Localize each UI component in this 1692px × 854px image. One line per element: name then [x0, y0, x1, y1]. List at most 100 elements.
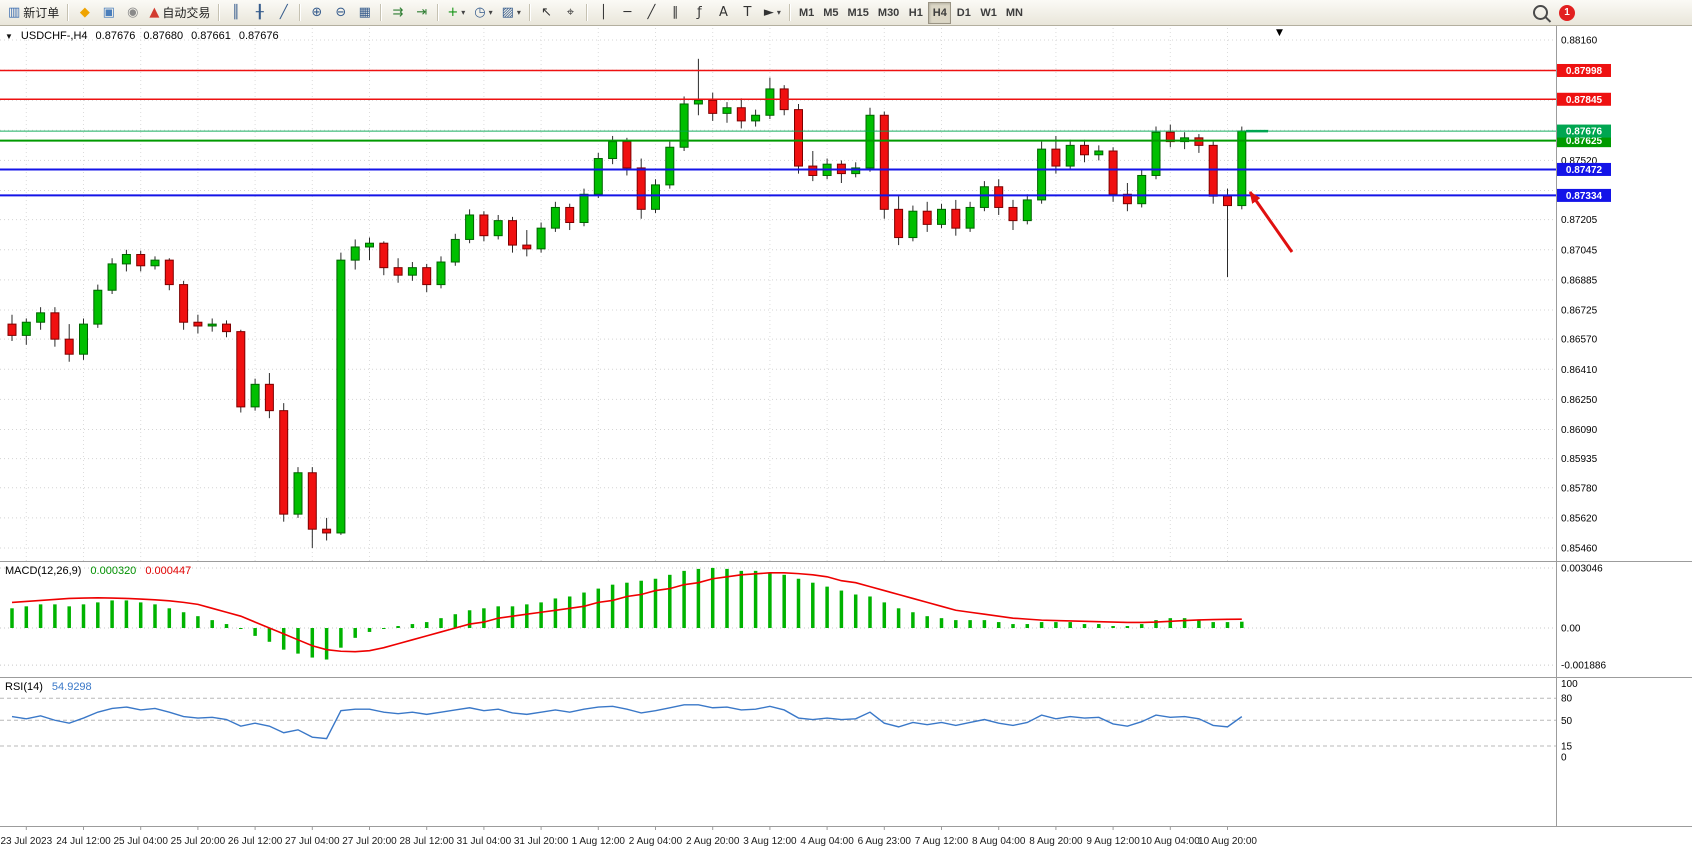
- svg-text:0.87676: 0.87676: [1566, 127, 1603, 138]
- svg-text:15: 15: [1561, 741, 1573, 752]
- periods-menu-dropdown-icon: ▾: [488, 8, 493, 17]
- fibonacci-tool-button[interactable]: ƒ: [688, 2, 711, 24]
- svg-text:27 Jul 04:00: 27 Jul 04:00: [285, 836, 340, 847]
- timeframe-m1-button[interactable]: M1: [795, 2, 818, 24]
- bar-shift-marker: ▼: [1276, 28, 1283, 38]
- templates-menu-button[interactable]: ▨ ▾: [498, 2, 525, 24]
- timeframe-h1-button[interactable]: H1: [904, 2, 927, 24]
- svg-text:100: 100: [1561, 679, 1578, 690]
- signals-icon: ◉: [127, 5, 139, 20]
- new-order-button[interactable]: ▥ 新订单: [4, 2, 63, 24]
- text-tool-button[interactable]: A: [712, 2, 735, 24]
- chart-canvas[interactable]: 0.0030460.00-0.00188610080501500.881600.…: [0, 26, 1692, 854]
- svg-text:8 Aug 20:00: 8 Aug 20:00: [1029, 836, 1083, 847]
- timeframe-w1-button[interactable]: W1: [976, 2, 1001, 24]
- toolbar-separator: [528, 4, 531, 21]
- rsi-panel: 100 80 50 150: [0, 679, 1578, 764]
- vertical-line-tool-icon: │: [599, 5, 608, 20]
- trendline-tool-button[interactable]: ╱: [640, 2, 663, 24]
- auto-trading-button[interactable]: ▲ 自动交易: [145, 2, 214, 24]
- horizontal-line-tool-button[interactable]: ─: [616, 2, 639, 24]
- zoom-in-button[interactable]: ⊕: [305, 2, 328, 24]
- toolbar-separator: [299, 4, 302, 21]
- svg-text:0.86250: 0.86250: [1561, 395, 1598, 406]
- crosshair-tool-button[interactable]: ⌖: [559, 2, 582, 24]
- signals-button[interactable]: ◉: [121, 2, 144, 24]
- periods-menu-icon: ◷: [474, 5, 486, 20]
- svg-text:0.85460: 0.85460: [1561, 544, 1598, 555]
- timeframe-mn-button[interactable]: MN: [1002, 2, 1027, 24]
- svg-text:8 Aug 04:00: 8 Aug 04:00: [972, 836, 1026, 847]
- price-axis[interactable]: 0.88160 0.87520 0.87205 0.87045 0.86885 0.867…: [1557, 36, 1611, 555]
- bar-chart-mode-button[interactable]: ║: [224, 2, 247, 24]
- timeframe-d1-button[interactable]: D1: [952, 2, 975, 24]
- periods-menu-button[interactable]: ◷ ▾: [470, 2, 496, 24]
- svg-text:23 Jul 2023: 23 Jul 2023: [0, 836, 52, 847]
- arrows-tool-button[interactable]: ► ▾: [760, 2, 785, 24]
- fibonacci-tool-icon: ƒ: [697, 5, 702, 20]
- new-order-label: 新订单: [23, 6, 60, 20]
- svg-text:0.003046: 0.003046: [1561, 563, 1603, 574]
- zoom-out-icon: ⊖: [335, 5, 347, 20]
- svg-text:27 Jul 20:00: 27 Jul 20:00: [342, 836, 397, 847]
- svg-text:0.00: 0.00: [1561, 624, 1581, 635]
- zoom-out-button[interactable]: ⊖: [329, 2, 352, 24]
- toolbar-separator: [67, 4, 70, 21]
- svg-text:0.87998: 0.87998: [1566, 66, 1603, 77]
- toolbar-separator: [585, 4, 588, 21]
- candle-chart-mode-button[interactable]: ╂: [248, 2, 271, 24]
- ohlc-high: 0.87680: [143, 30, 184, 42]
- horizontal-line-tool-icon: ─: [623, 5, 632, 20]
- line-chart-mode-button[interactable]: ╱: [272, 2, 295, 24]
- svg-text:31 Jul 20:00: 31 Jul 20:00: [514, 836, 569, 847]
- svg-text:0.87520: 0.87520: [1561, 156, 1598, 167]
- timeframe-m30-button[interactable]: M30: [874, 2, 903, 24]
- candles-layer: [7, 58, 1247, 549]
- chart-menu-icon[interactable]: ▼: [5, 31, 13, 41]
- svg-text:6 Aug 23:00: 6 Aug 23:00: [858, 836, 912, 847]
- svg-text:9 Aug 12:00: 9 Aug 12:00: [1086, 836, 1140, 847]
- text-label-tool-icon: T: [743, 5, 752, 20]
- cursor-tool-button[interactable]: ↖: [535, 2, 558, 24]
- channel-tool-button[interactable]: ∥: [664, 2, 687, 24]
- ohlc-open: 0.87676: [95, 30, 136, 42]
- svg-text:0.87625: 0.87625: [1566, 136, 1603, 147]
- indicators-list-button[interactable]: + ▾: [443, 2, 469, 24]
- svg-text:0.85620: 0.85620: [1561, 513, 1598, 524]
- indicators-list-icon: +: [447, 5, 459, 20]
- timeframe-m5-button[interactable]: M5: [819, 2, 842, 24]
- timeframe-m15-button[interactable]: M15: [844, 2, 873, 24]
- svg-text:0.85780: 0.85780: [1561, 483, 1598, 494]
- timeframe-h4-button[interactable]: H4: [928, 1, 952, 24]
- arrows-tool-dropdown-icon: ▾: [776, 8, 781, 17]
- svg-text:80: 80: [1561, 694, 1573, 705]
- svg-text:0.87205: 0.87205: [1561, 215, 1598, 226]
- cursor-tool-icon: ↖: [540, 5, 552, 20]
- tile-windows-button[interactable]: ▦: [353, 2, 376, 24]
- hline-objects-layer: [0, 69, 1556, 197]
- svg-text:25 Jul 20:00: 25 Jul 20:00: [171, 836, 226, 847]
- svg-text:0.87045: 0.87045: [1561, 245, 1598, 256]
- text-label-tool-button[interactable]: T: [736, 2, 759, 24]
- macd-signal-value: 0.000447: [145, 565, 192, 577]
- vertical-line-tool-button[interactable]: │: [592, 2, 615, 24]
- mql5-community-button[interactable]: ◆: [73, 2, 96, 24]
- chart-shift-button[interactable]: ⇥: [410, 2, 433, 24]
- auto-scroll-icon: ⇉: [392, 5, 404, 20]
- toolbar-separator: [437, 4, 440, 21]
- search-icon[interactable]: [1533, 5, 1548, 20]
- time-axis[interactable]: 23 Jul 2023 24 Jul 12:00 25 Jul 04:00 25 Ju…: [0, 826, 1257, 847]
- toolbar-separator: [788, 4, 791, 21]
- toolbar-separator: [380, 4, 383, 21]
- ohlc-close: 0.87676: [238, 30, 279, 42]
- svg-text:0.88160: 0.88160: [1561, 36, 1598, 47]
- svg-text:0: 0: [1561, 753, 1567, 764]
- templates-menu-dropdown-icon: ▾: [516, 8, 521, 17]
- notification-badge[interactable]: 1: [1559, 4, 1575, 21]
- svg-text:25 Jul 04:00: 25 Jul 04:00: [113, 836, 168, 847]
- arrows-tool-icon: ►: [763, 5, 774, 20]
- auto-scroll-button[interactable]: ⇉: [386, 2, 409, 24]
- market-button[interactable]: ▣: [97, 2, 120, 24]
- svg-text:0.85935: 0.85935: [1561, 454, 1598, 465]
- candle-chart-mode-icon: ╂: [255, 5, 264, 20]
